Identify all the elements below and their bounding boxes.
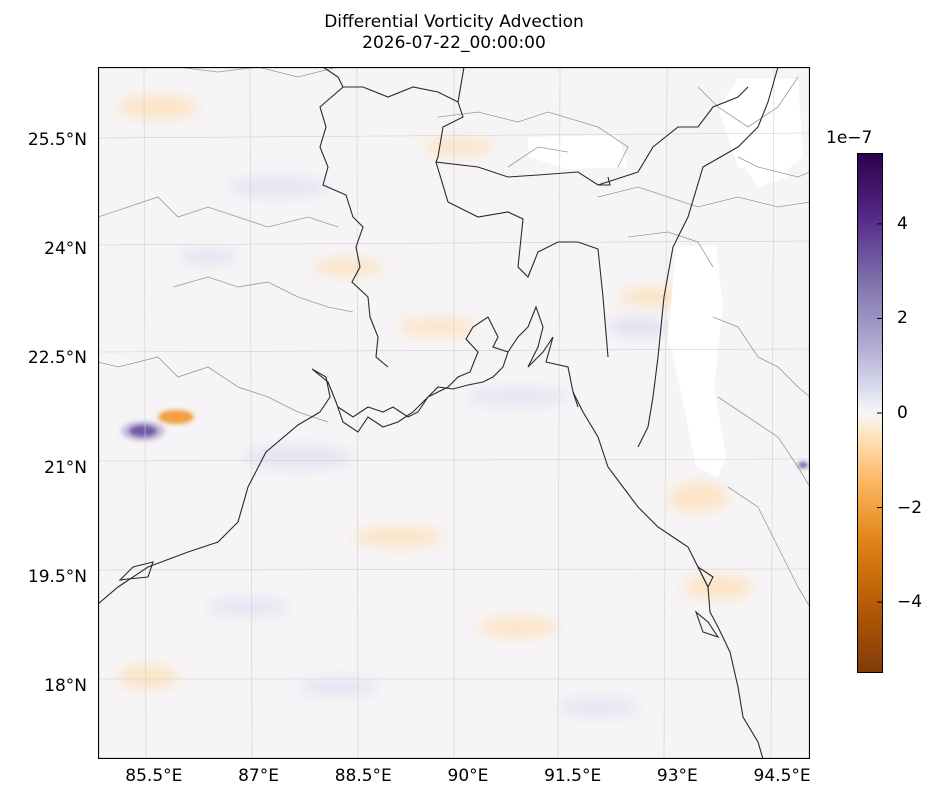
colorbar-exponent: 1e−7 bbox=[826, 128, 873, 148]
missing-data-region bbox=[738, 137, 788, 187]
colorbar bbox=[857, 153, 883, 673]
map-plot bbox=[98, 67, 810, 759]
odisha-coast bbox=[118, 561, 154, 581]
map-frame bbox=[98, 67, 810, 759]
field-patch bbox=[298, 677, 378, 697]
field-patch bbox=[353, 527, 443, 547]
colorbar-tick-label: −4 bbox=[897, 592, 923, 613]
field-patch bbox=[423, 137, 493, 157]
lon-tick-label: 90°E bbox=[447, 766, 489, 786]
field-patch bbox=[313, 258, 383, 276]
map-title: Differential Vorticity Advection 2026-07… bbox=[98, 12, 810, 54]
field-patch bbox=[683, 575, 753, 599]
admin-borders bbox=[98, 67, 810, 608]
lat-tick-label: 21°N bbox=[44, 457, 87, 478]
colorbar-tick-label: −2 bbox=[897, 497, 923, 518]
field-patch bbox=[668, 482, 728, 512]
lon-tick-label: 94.5°E bbox=[753, 766, 811, 786]
bangladesh-border bbox=[319, 67, 389, 368]
lat-tick-label: 18°N bbox=[44, 676, 87, 697]
negative-maximum bbox=[158, 410, 194, 424]
field-patch bbox=[558, 697, 638, 717]
field-patch bbox=[118, 665, 178, 689]
colorbar-tick-label: 4 bbox=[897, 213, 908, 234]
lat-tick-label: 24°N bbox=[44, 239, 87, 260]
field-patch bbox=[468, 387, 568, 407]
colorbar-tick-marks bbox=[877, 223, 883, 603]
lon-tick-label: 85.5°E bbox=[125, 766, 183, 786]
positive-spot bbox=[798, 462, 808, 468]
vorticity-field bbox=[118, 95, 753, 717]
title-text: Differential Vorticity Advection bbox=[324, 12, 584, 32]
graticule bbox=[98, 67, 810, 759]
west-bengal-coast bbox=[98, 411, 321, 605]
lat-tick-label: 25.5°N bbox=[27, 129, 87, 150]
missing-data-region bbox=[668, 245, 726, 477]
positive-halo bbox=[121, 421, 165, 441]
missing-data-region bbox=[528, 135, 628, 169]
lat-tick-label: 22.5°N bbox=[27, 348, 87, 369]
lon-tick-label: 93°E bbox=[656, 766, 698, 786]
field-patch bbox=[608, 317, 668, 337]
coastline-and-country-borders bbox=[98, 67, 779, 759]
field-patch bbox=[208, 597, 288, 617]
field-patch bbox=[398, 317, 478, 337]
lon-tick-label: 87°E bbox=[238, 766, 279, 786]
lon-tick-label: 91.5°E bbox=[544, 766, 602, 786]
lat-tick-label: 19.5°N bbox=[27, 566, 87, 587]
colorbar-tick-label: 0 bbox=[897, 403, 908, 423]
chittagong-coast bbox=[527, 336, 764, 759]
colorbar-tick-label: 2 bbox=[897, 308, 908, 329]
lon-tick-label: 88.5°E bbox=[334, 766, 392, 786]
sundarbans-coast bbox=[311, 316, 509, 433]
subtitle-text: 2026-07-22_00:00:00 bbox=[362, 33, 546, 53]
strong-feature bbox=[121, 410, 808, 468]
field-patch bbox=[228, 177, 328, 197]
field-patch bbox=[243, 445, 353, 469]
field-patch bbox=[118, 95, 198, 119]
field-patch bbox=[178, 249, 238, 265]
field-patch bbox=[478, 617, 558, 637]
